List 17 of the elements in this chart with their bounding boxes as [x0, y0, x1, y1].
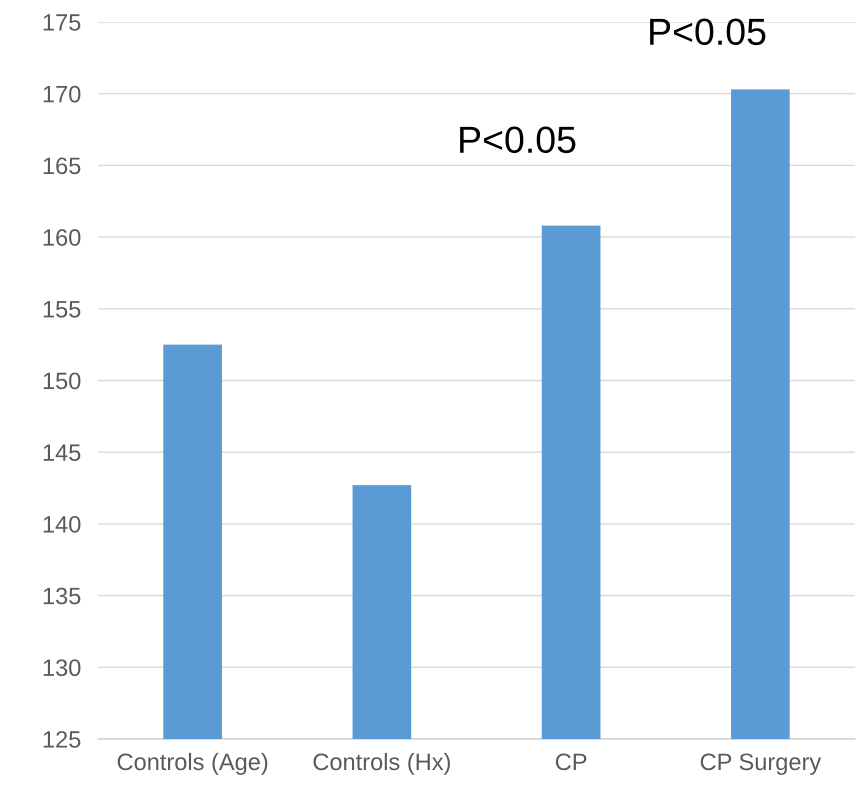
y-tick-label: 125 [44, 731, 80, 748]
annotation: P<0.05 [460, 126, 576, 154]
annotation: P<0.05 [650, 18, 766, 46]
x-tick-label: CP [556, 754, 586, 770]
x-tick-label: Controls (Age) [118, 752, 268, 775]
y-tick-label: 150 [44, 372, 80, 390]
y-tick-label: 170 [44, 86, 80, 102]
y-tick-label: 145 [44, 444, 80, 461]
y-tick-label: 130 [44, 659, 80, 676]
x-tick-label: Controls (Hx) [314, 752, 450, 775]
y-tick-label: 165 [44, 157, 80, 174]
y-tick-label: 140 [44, 516, 80, 533]
y-tick-label: 155 [44, 301, 80, 318]
y-tick-label: 135 [44, 588, 80, 604]
y-tick-label: 160 [44, 229, 80, 246]
x-tick-label: CP Surgery [700, 754, 822, 775]
y-tick-label: 175 [44, 14, 80, 31]
